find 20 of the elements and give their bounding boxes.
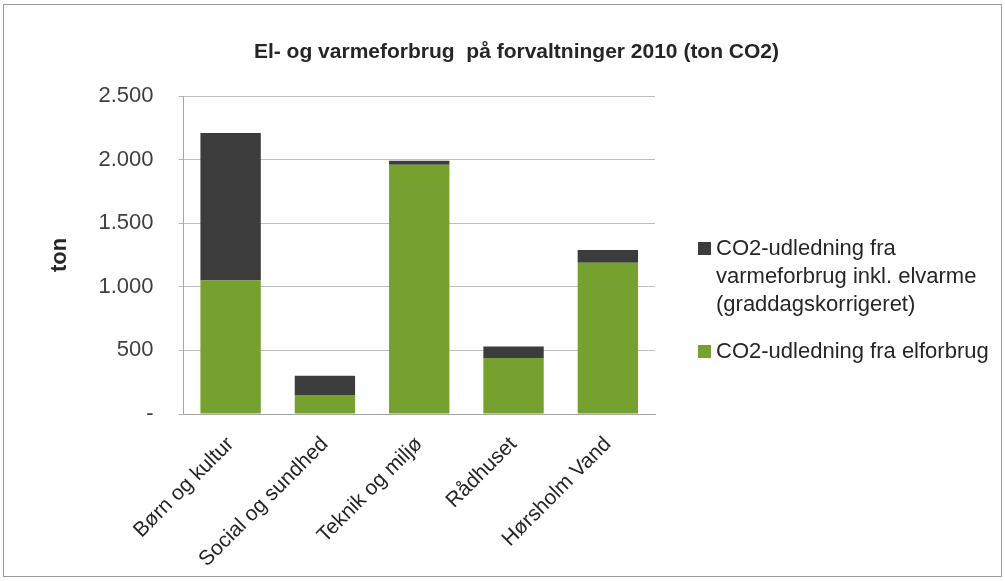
chart-title: El- og varmeforbrug på forvaltninger 2010 (ton CO2) — [253, 38, 780, 62]
bar — [389, 164, 450, 414]
bar — [294, 394, 356, 414]
bar — [389, 160, 450, 165]
legend-label: CO2-udledning fra elforbrug — [716, 337, 990, 365]
y-tick-label: 1.000 — [98, 272, 154, 298]
legend-label: CO2-udledning fra varmeforbrug inkl. elvarme (graddagskorrigeret) — [716, 234, 978, 318]
bar — [200, 280, 261, 414]
bar — [577, 249, 639, 263]
bar — [577, 262, 639, 414]
y-tick-label: 1.500 — [98, 209, 154, 235]
bar — [483, 358, 544, 414]
y-tick-label: 500 — [116, 336, 154, 362]
bar — [294, 375, 356, 395]
bar — [483, 346, 544, 359]
y-axis-title: ton — [46, 237, 72, 273]
bar — [200, 132, 261, 281]
y-tick-label: - — [146, 400, 154, 426]
y-tick-label: 2.000 — [98, 145, 154, 171]
y-tick-label: 2.500 — [98, 82, 154, 108]
